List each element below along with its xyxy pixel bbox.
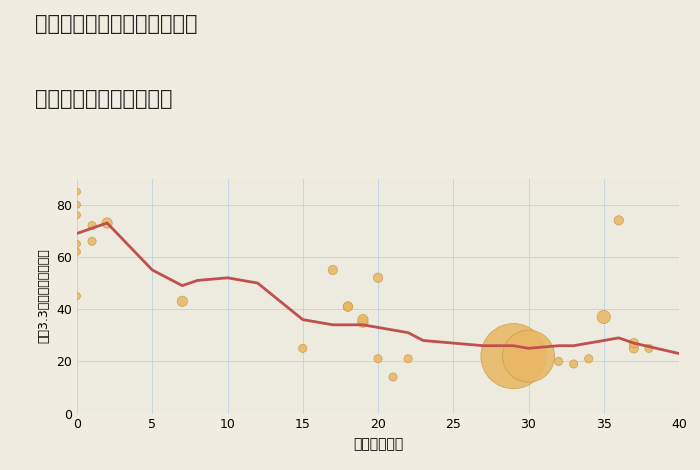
Point (643, 345, 655, 352)
Point (629, 339, 640, 347)
Point (87, 222, 98, 229)
Point (523, 352, 534, 360)
Point (71, 240, 83, 248)
Y-axis label: 坪（3.3㎡）単価（万円）: 坪（3.3㎡）単価（万円） (38, 249, 50, 344)
Point (297, 345, 308, 352)
Point (87, 237, 98, 245)
Point (388, 373, 399, 381)
Point (553, 358, 564, 365)
Point (629, 345, 640, 352)
Point (372, 355, 384, 362)
Point (357, 319, 368, 326)
Point (508, 352, 519, 360)
Text: 築年数別中古戸建て価格: 築年数別中古戸建て価格 (35, 89, 172, 110)
Point (342, 303, 354, 310)
Point (402, 355, 414, 362)
Point (583, 355, 594, 362)
Point (342, 303, 354, 310)
Point (357, 316, 368, 323)
Point (71, 188, 83, 196)
Point (568, 360, 580, 368)
Point (71, 248, 83, 256)
Point (71, 201, 83, 209)
Point (71, 212, 83, 219)
Point (71, 292, 83, 300)
Text: 埼玉県北葛飾郡杉戸町屏風の: 埼玉県北葛飾郡杉戸町屏風の (35, 14, 197, 34)
Point (613, 217, 624, 224)
Point (598, 313, 609, 321)
Point (372, 274, 384, 282)
Point (102, 219, 113, 227)
X-axis label: 築年数（年）: 築年数（年） (353, 437, 403, 451)
Point (328, 266, 339, 274)
Point (176, 298, 188, 305)
